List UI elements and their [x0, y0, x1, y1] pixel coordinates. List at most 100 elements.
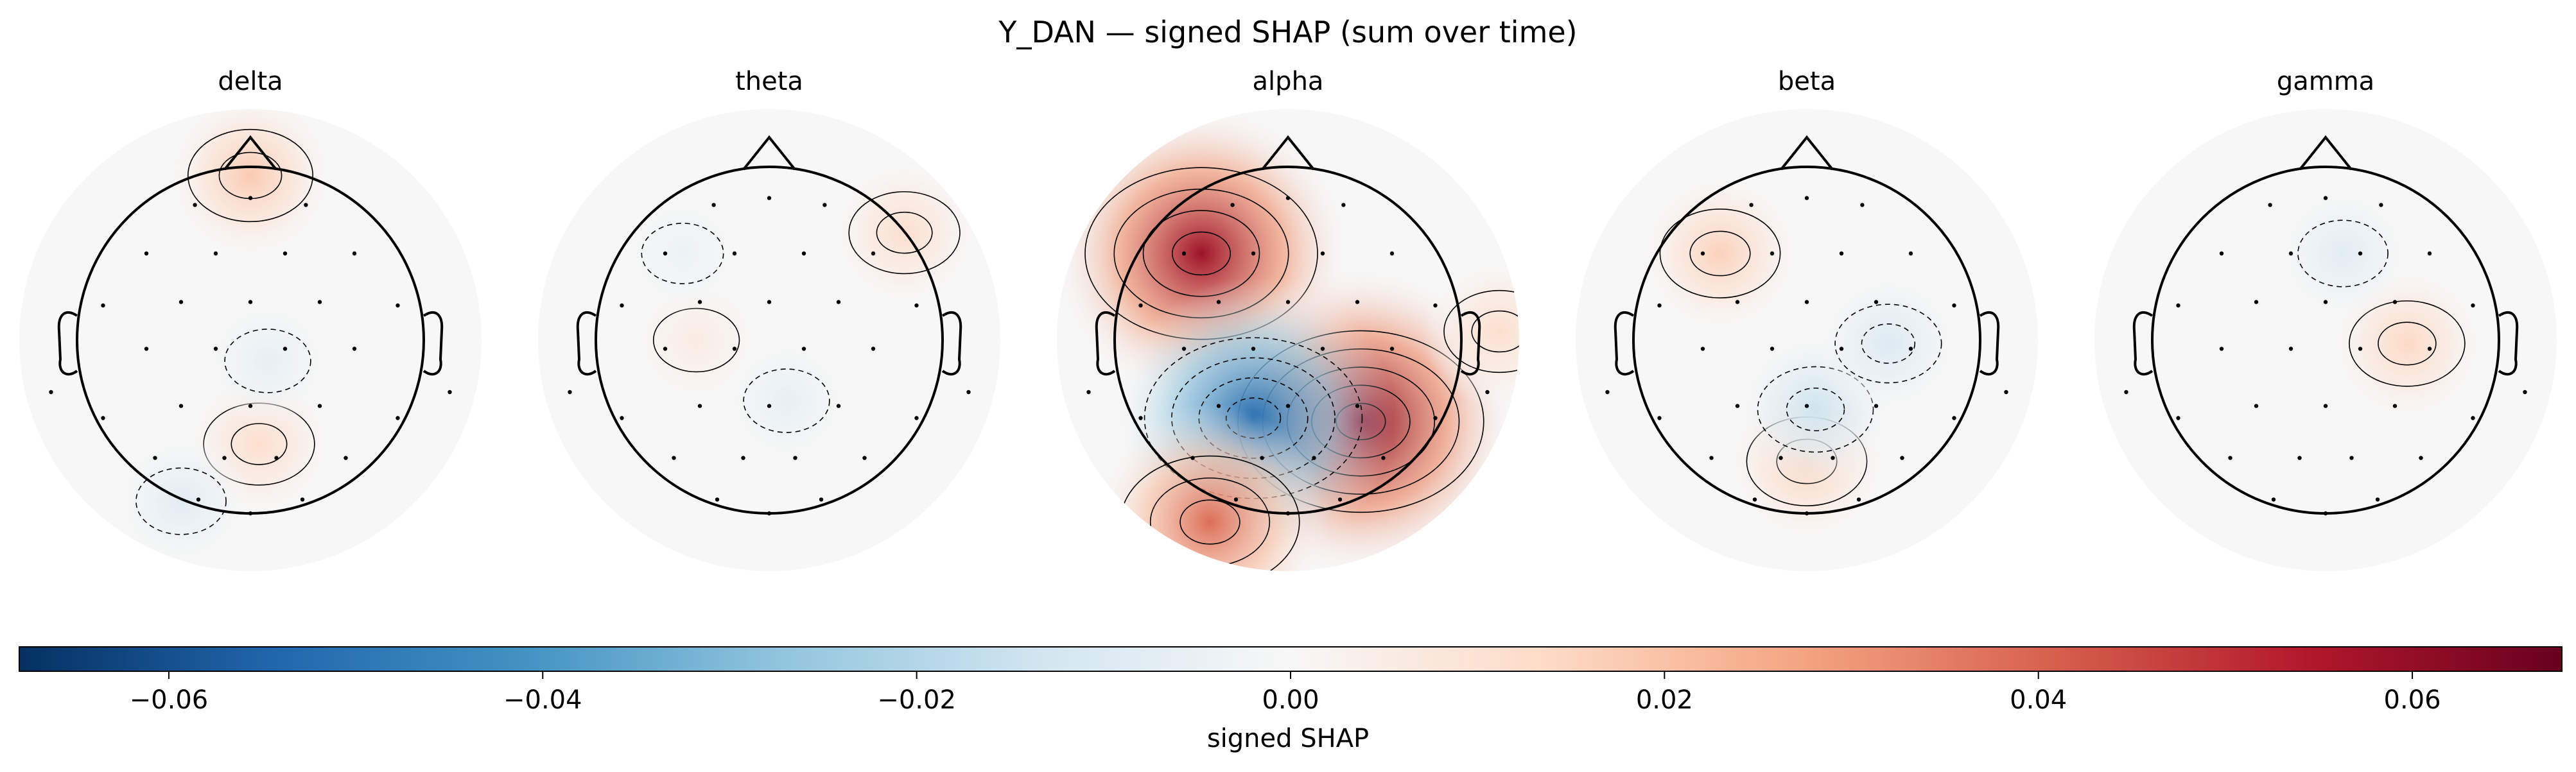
- electrode-marker: [732, 251, 737, 256]
- electrode-marker: [1700, 251, 1705, 256]
- electrode-marker: [248, 404, 253, 408]
- electrode-marker: [663, 251, 668, 256]
- electrode-marker: [2392, 300, 2398, 304]
- electrode-marker: [1874, 300, 1879, 304]
- electrode-marker: [2254, 300, 2259, 304]
- topomap-alpha: alpha: [1057, 67, 1519, 571]
- electrode-marker: [2471, 416, 2475, 420]
- electrode-marker: [822, 203, 827, 207]
- electrode-marker: [1260, 456, 1264, 460]
- topomap-delta: delta: [19, 67, 482, 571]
- nose-outline: [223, 135, 277, 171]
- colorbar-label: signed SHAP: [1207, 724, 1369, 753]
- contour-line: [1171, 231, 1231, 276]
- electrode-marker: [711, 203, 716, 207]
- contour-line: [187, 128, 313, 223]
- electrode-marker: [2271, 497, 2276, 502]
- electrode-marker: [1735, 404, 1740, 408]
- panel-title: delta: [218, 67, 283, 96]
- shap-hotspot: [1814, 270, 1962, 418]
- electrode-marker: [396, 416, 400, 420]
- electrode-marker: [1251, 251, 1256, 256]
- left-ear-outline: [2132, 311, 2154, 376]
- electrode-marker: [2323, 404, 2328, 408]
- electrode-marker: [317, 404, 322, 408]
- contour-line: [1786, 387, 1845, 432]
- left-ear-outline: [1095, 311, 1116, 376]
- left-ear-outline: [576, 311, 597, 376]
- electrode-marker: [2323, 300, 2328, 304]
- contour-line: [2297, 219, 2389, 287]
- shap-hotspot: [1091, 403, 1329, 571]
- panel-title: gamma: [2277, 67, 2374, 96]
- electrode-marker: [1381, 456, 1386, 460]
- electrode-marker: [620, 303, 624, 308]
- electrode-marker: [304, 203, 308, 207]
- electrode-marker: [966, 390, 971, 395]
- electrode-marker: [793, 456, 797, 460]
- electrode-marker: [317, 300, 322, 304]
- left-ear-outline: [57, 311, 78, 376]
- colorbar-tick-label: −0.04: [503, 685, 582, 715]
- electrode-marker: [1285, 404, 1291, 408]
- electrode-marker: [1341, 203, 1346, 207]
- colorbar-tick-label: −0.02: [877, 685, 956, 715]
- electrode-marker: [1337, 497, 1343, 502]
- topomap-theta: theta: [538, 67, 1000, 571]
- topomap-field: [110, 109, 337, 571]
- electrode-marker: [2254, 404, 2259, 408]
- electrode-marker: [697, 300, 702, 304]
- electrode-marker: [1657, 416, 1662, 420]
- electrode-marker: [2228, 456, 2232, 460]
- colorbar-tick-label: −0.06: [130, 685, 209, 715]
- electrode-marker: [2323, 196, 2328, 200]
- electrode-marker: [1605, 390, 1610, 395]
- nose-outline: [1780, 135, 1834, 171]
- electrode-marker: [1860, 203, 1865, 207]
- contour-line: [1443, 289, 1519, 373]
- electrode-marker: [1752, 497, 1757, 502]
- electrode-marker: [101, 416, 105, 420]
- electrode-marker: [1233, 497, 1239, 502]
- topomap-gamma: gamma: [2094, 67, 2557, 571]
- right-ear-outline: [422, 311, 444, 376]
- electrode-marker: [914, 303, 919, 308]
- electrode-marker: [2375, 497, 2380, 502]
- topomap-field: [1057, 109, 1519, 571]
- electrode-marker: [801, 251, 806, 256]
- electrode-marker: [196, 497, 201, 502]
- electrode-marker: [568, 390, 572, 395]
- contour-line: [1179, 499, 1240, 545]
- electrode-marker: [344, 456, 348, 460]
- electrode-marker: [1230, 203, 1235, 207]
- electrode-marker: [248, 511, 253, 516]
- electrode-marker: [767, 404, 772, 408]
- shap-hotspot: [1422, 254, 1519, 409]
- electrode-marker: [2288, 347, 2293, 351]
- electrode-marker: [2297, 456, 2302, 460]
- contour-line: [641, 223, 724, 284]
- left-ear-outline: [1614, 311, 1635, 376]
- electrode-marker: [144, 347, 149, 351]
- electrode-marker: [862, 456, 867, 460]
- electrode-marker: [213, 251, 218, 256]
- shap-hotspot: [110, 431, 252, 571]
- electrode-marker: [1138, 416, 1143, 420]
- electrode-marker: [396, 303, 400, 308]
- electrode-marker: [2323, 511, 2328, 516]
- electrode-marker: [1770, 251, 1775, 256]
- right-ear-outline: [1460, 311, 1481, 376]
- right-ear-outline: [1979, 311, 2000, 376]
- electrode-marker: [213, 347, 218, 351]
- electrode-marker: [248, 196, 253, 200]
- electrode-marker: [2349, 456, 2354, 460]
- electrode-marker: [836, 404, 841, 408]
- topomap-background: [2094, 109, 2557, 571]
- electrode-marker: [663, 347, 668, 351]
- electrode-marker: [2523, 390, 2527, 395]
- contour-line: [1861, 323, 1916, 364]
- electrode-marker: [274, 456, 279, 460]
- figure-title: Y_DAN — signed SHAP (sum over time): [998, 15, 1577, 49]
- electrode-marker: [1749, 203, 1754, 207]
- electrode-marker: [2358, 347, 2363, 351]
